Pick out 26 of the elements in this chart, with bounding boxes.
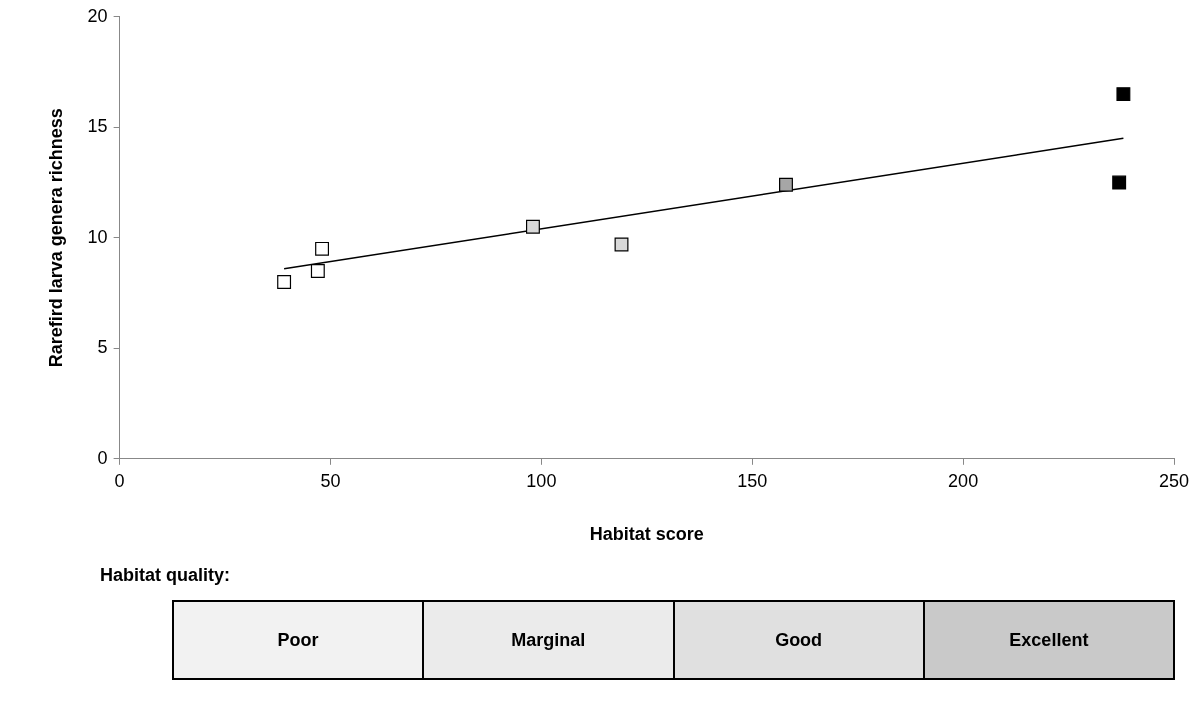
x-axis-title: Habitat score — [589, 524, 704, 545]
y-tick-label: 10 — [87, 226, 108, 247]
text: Habitat quality: — [100, 565, 231, 586]
y-tick-label: 15 — [87, 116, 108, 137]
point — [315, 241, 330, 256]
y-axis-title: Rarefird larva genera richness — [45, 108, 66, 368]
text: Excellent — [922, 602, 1173, 678]
text: Poor — [174, 602, 423, 678]
point — [1112, 175, 1127, 190]
x-tick-label: 250 — [1158, 470, 1190, 491]
x-tick-label: 50 — [320, 470, 341, 491]
y-tick-label: 0 — [97, 447, 108, 468]
x-tick-label: 100 — [526, 470, 557, 491]
text: Marginal — [422, 602, 673, 678]
x-tick-label: 0 — [114, 470, 125, 491]
x-tick-label: 150 — [737, 470, 768, 491]
text: Good — [672, 602, 923, 678]
point — [277, 275, 292, 289]
y-tick-label: 20 — [87, 5, 108, 26]
y-tick-label: 5 — [97, 337, 108, 358]
point — [614, 237, 629, 252]
x-tick-label: 200 — [948, 470, 979, 491]
point — [779, 177, 793, 192]
point — [1116, 87, 1131, 102]
point — [310, 263, 325, 278]
point — [525, 219, 540, 234]
